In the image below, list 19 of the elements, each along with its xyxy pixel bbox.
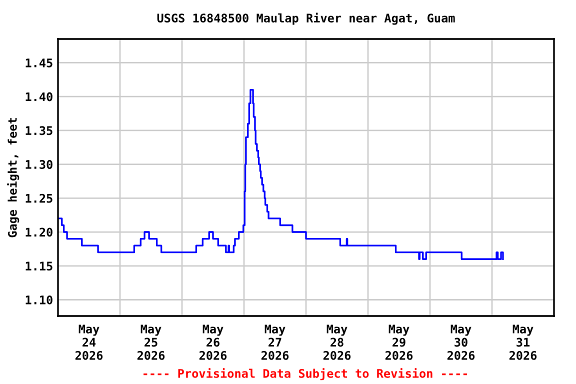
x-tick-label: May 24 2026: [75, 324, 103, 360]
x-tick-label: May 27 2026: [261, 324, 289, 360]
x-tick-label: May 31 2026: [509, 324, 537, 360]
text: ---- Provisional Data Subject to Revision ----: [144, 368, 468, 380]
y-tick-label: 1.25: [26, 194, 52, 203]
x-tick-label: May 26 2026: [199, 324, 227, 360]
chart-title: USGS 16848500 Maulap River near Agat, Guam: [157, 12, 455, 25]
y-tick-label: 1.30: [26, 160, 52, 169]
y-tick-label: 1.10: [26, 295, 52, 304]
y-tick-label: 1.40: [26, 92, 52, 102]
y-tick-label: 1.15: [26, 262, 52, 271]
x-tick-label: May 30 2026: [447, 324, 475, 360]
y-axis-title: Gage height, feet: [7, 118, 20, 238]
y-tick-label: 1.45: [26, 58, 52, 68]
y-tick-label: 1.20: [26, 228, 52, 237]
y-tick-label: 1.35: [26, 126, 52, 136]
x-tick-label: May 29 2026: [385, 324, 413, 360]
x-tick-label: May 28 2026: [323, 324, 351, 360]
x-tick-label: May 25 2026: [137, 324, 165, 360]
